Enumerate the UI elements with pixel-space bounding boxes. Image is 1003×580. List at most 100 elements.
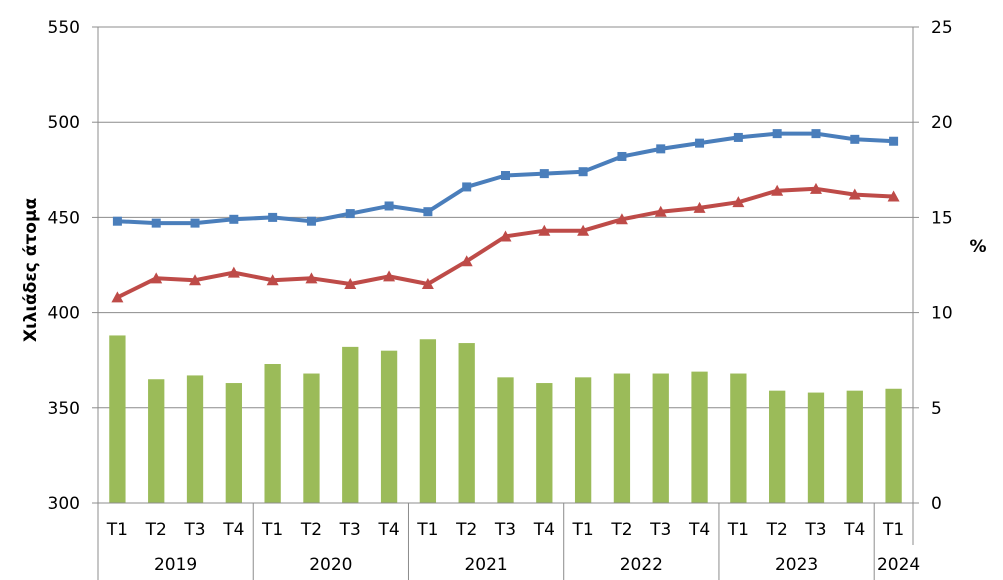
left-tick-label: 550 [48,18,80,38]
data-point [809,182,822,194]
bar [380,350,398,503]
data-point [732,196,745,208]
quarter-label: T3 [339,520,361,540]
year-label: 2019 [154,555,197,575]
right-tick-label: 15 [931,208,953,228]
data-point [112,216,122,226]
quarter-label: T4 [222,520,244,540]
bar [186,375,204,503]
right-tick-label: 5 [931,399,942,419]
bar [303,373,320,503]
right-tick-label: 25 [931,18,953,38]
data-point [578,167,588,177]
bar [807,392,825,503]
left-tick-label: 500 [48,113,80,133]
data-point [772,129,782,139]
bar [846,390,863,503]
axes [92,26,919,580]
bar [148,379,165,503]
left-tick-label: 400 [48,304,80,324]
data-point [771,184,784,196]
bar [419,339,437,503]
year-label: 2021 [464,555,507,575]
data-point [850,134,860,144]
quarter-label: T2 [145,520,167,540]
quarter-label: T1 [416,520,438,540]
quarter-label: T3 [804,520,826,540]
left-tick-label: 350 [48,399,80,419]
data-point [227,266,240,278]
bar [109,335,126,503]
data-point [695,138,705,148]
quarter-label: T1 [882,520,904,540]
right-tick-label: 0 [931,494,942,514]
data-point [617,151,627,161]
quarter-label: T1 [572,520,594,540]
data-point [421,278,434,290]
quarter-label: T2 [300,520,322,540]
quarter-label: T2 [455,520,477,540]
bar [458,343,475,503]
bar [652,373,669,503]
quarter-label: T4 [688,520,710,540]
data-point [848,188,861,200]
data-point [229,214,239,224]
bar [264,364,281,503]
data-point [111,291,124,303]
data-point [501,171,510,181]
bar [536,383,553,503]
quarter-label: T2 [766,520,788,540]
data-point [656,144,666,154]
bar [225,383,242,503]
quarter-label: T3 [183,520,205,540]
data-point [268,212,278,222]
bar [691,371,708,503]
data-point [306,216,316,226]
left-tick-label: 300 [48,494,80,514]
data-point [462,182,472,192]
data-point [345,209,355,219]
bar [497,377,514,503]
data-point [190,218,200,228]
quarter-label: T3 [494,520,516,540]
left-axis-label: Χιλιάδες άτομα [21,198,41,342]
right-axis-ticks: 0 5 10 15 20 25 [931,18,953,514]
data-point [344,278,357,290]
bar [613,373,631,503]
data-point [693,201,706,213]
quarter-label: T1 [106,520,128,540]
data-point [577,224,590,236]
bar-series [109,335,902,503]
data-point [499,230,512,242]
data-point [151,218,161,228]
right-axis-label: % [969,237,986,257]
left-tick-label: 450 [48,208,80,228]
left-axis-ticks: 300 350 400 450 500 550 [48,18,80,514]
quarter-label: T4 [533,520,555,540]
data-point [733,132,743,142]
bar [730,373,747,503]
right-tick-label: 20 [931,113,953,133]
data-point [189,274,202,286]
data-point [305,272,318,284]
year-label: 2022 [620,555,663,575]
data-point [383,270,396,282]
quarter-label: T2 [610,520,632,540]
quarter-label: T4 [377,520,399,540]
data-point [887,190,900,202]
year-label: 2023 [775,555,818,575]
data-point [654,205,667,217]
data-point [538,224,551,236]
data-point [266,274,279,286]
data-point [539,169,549,179]
x-axis-ticks: T1 T2 T3 T4 T1 T2 T3 T4 T1 T2 T3 T4 T1 T2 T3 T4 T1 T2 T3 T4… [106,520,920,575]
quarter-label: T1 [261,520,283,540]
quarter-label: T3 [649,520,671,540]
data-point [615,213,628,225]
bar [769,390,786,503]
year-label: 2024 [877,555,920,575]
line-series [111,129,900,303]
series-line [116,186,894,300]
data-point [150,272,163,284]
